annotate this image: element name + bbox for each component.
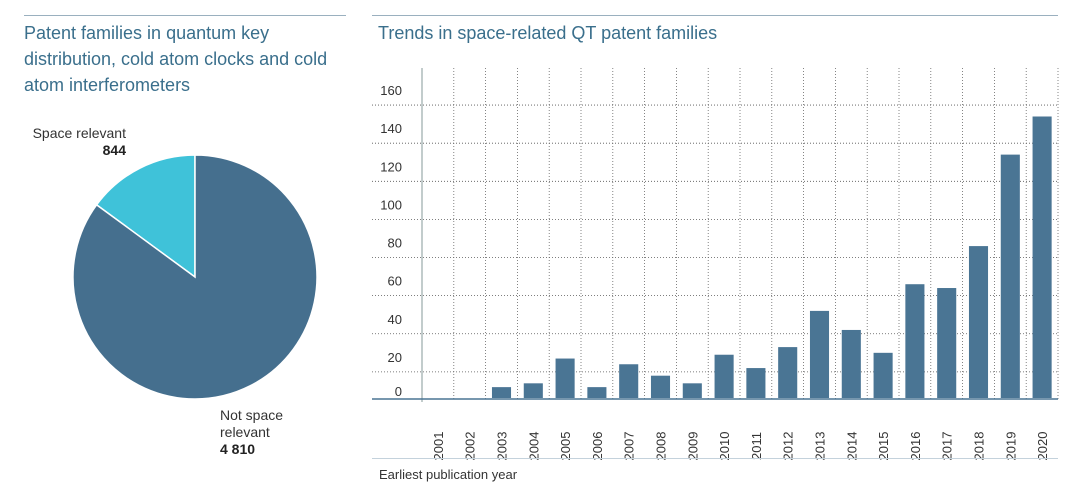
x-tick-label-2005: 2005 (558, 432, 573, 460)
bar-2012 (778, 347, 798, 398)
bar-2017 (937, 288, 957, 398)
x-tick-label-2004: 2004 (526, 432, 541, 460)
y-tick-label-40: 40 (388, 312, 402, 327)
bar-chart: 0 20 40 60 80 100 120 140 160 2001 2002 2003 2004 200… (372, 68, 1059, 460)
bar-2013 (809, 310, 830, 398)
pie-chart (72, 154, 318, 400)
y-tick-label-20: 20 (388, 350, 402, 365)
pie-slice-space-relevant (95, 154, 196, 279)
pie-slices (72, 154, 318, 400)
bar-2020 (1032, 116, 1052, 399)
y-tick-label-0: 0 (395, 384, 402, 399)
bar-2006 (587, 387, 607, 398)
not-space-relevant-value: 4 810 (220, 441, 256, 457)
pie-slice-not-space-relevant (72, 154, 318, 400)
x-tick-label-2012: 2012 (781, 432, 796, 460)
pie-title-line-3: atom interferometers (24, 75, 191, 95)
bar-2010 (714, 354, 734, 398)
bar-2004 (523, 383, 543, 398)
bar-2015 (873, 352, 893, 398)
bar-2009 (682, 383, 702, 398)
x-tick-label-2013: 2013 (813, 432, 828, 460)
x-tick-label-2009: 2009 (685, 432, 700, 460)
pie-title-line-1: Patent families in quantum key (24, 23, 270, 43)
x-tick-label-2002: 2002 (463, 432, 478, 460)
bar-2008 (650, 375, 671, 398)
y-tick-label-100: 100 (380, 197, 402, 212)
x-tick-label-2016: 2016 (908, 432, 923, 460)
x-tick-label-2015: 2015 (876, 432, 891, 460)
left-top-rule (24, 15, 346, 16)
y-tick-label-60: 60 (388, 274, 402, 289)
xlabel-rule (372, 458, 1058, 459)
space-relevant-label-text: Space relevant (32, 125, 126, 141)
pie-title-line-2: distribution, cold atom clocks and cold (24, 49, 328, 69)
x-tick-label-2003: 2003 (495, 432, 510, 460)
x-tick-label-2008: 2008 (654, 432, 669, 460)
not-space-relevant-line-2: relevant (220, 424, 270, 440)
pie-title: Patent families in quantum key distribut… (24, 20, 354, 98)
not-space-relevant-label: Not space relevant 4 810 (220, 407, 283, 458)
bar-2018 (968, 246, 989, 398)
not-space-relevant-line-1: Not space (220, 407, 284, 423)
bar-2019 (1000, 154, 1020, 398)
y-tick-label-160: 160 (380, 83, 402, 98)
x-tick-label-2010: 2010 (717, 432, 732, 460)
bar-2003 (491, 387, 512, 398)
x-tick-label-2018: 2018 (972, 432, 987, 460)
bar-2011 (746, 368, 766, 398)
x-tick-label-2011: 2011 (749, 432, 764, 460)
space-relevant-value: 844 (102, 142, 126, 158)
y-tick-label-80: 80 (388, 236, 402, 251)
y-tick-label-140: 140 (380, 121, 402, 136)
bar-2016 (905, 284, 925, 398)
x-tick-label-2019: 2019 (1003, 432, 1018, 460)
bar-2014 (841, 329, 861, 398)
bar-2007 (619, 364, 639, 398)
x-tick-label-2020: 2020 (1035, 432, 1050, 460)
x-tick-label-2014: 2014 (844, 432, 859, 460)
x-tick-label-2001: 2001 (431, 432, 446, 460)
x-tick-label-2017: 2017 (940, 432, 955, 460)
bar-chart-title: Trends in space-related QT patent famili… (378, 23, 718, 43)
right-top-rule (372, 15, 1058, 16)
x-tick-label-2006: 2006 (590, 432, 605, 460)
x-tick-label-2007: 2007 (622, 432, 637, 460)
space-relevant-label: Space relevant 844 (26, 125, 126, 159)
bar-2005 (555, 358, 575, 398)
y-tick-label-120: 120 (380, 159, 402, 174)
x-axis-label: Earliest publication year (379, 467, 518, 482)
